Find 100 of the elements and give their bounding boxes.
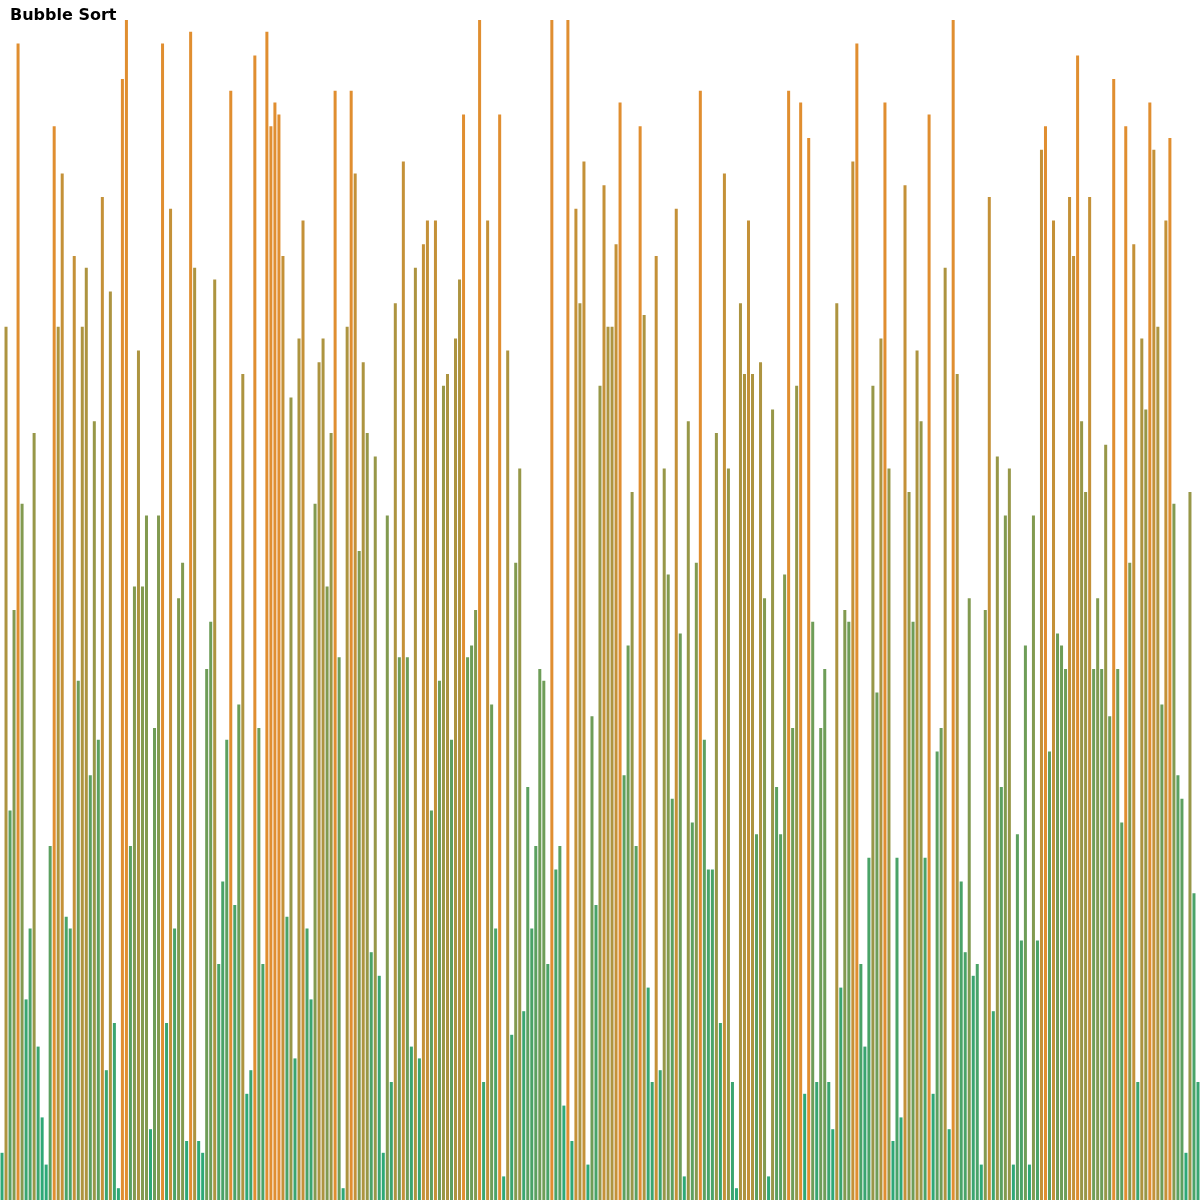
bar xyxy=(369,952,373,1200)
bar xyxy=(353,173,357,1200)
bar xyxy=(1003,515,1007,1200)
bar xyxy=(626,645,630,1200)
bar xyxy=(185,1141,189,1200)
bar xyxy=(313,503,317,1200)
bar xyxy=(1056,633,1060,1200)
bar xyxy=(0,1152,4,1200)
bar xyxy=(706,869,710,1200)
bar xyxy=(795,385,799,1200)
bar xyxy=(357,551,361,1200)
bar xyxy=(1136,1082,1140,1200)
bar xyxy=(975,964,979,1200)
bar xyxy=(373,456,377,1200)
bar xyxy=(931,1093,935,1200)
bar xyxy=(586,1164,590,1200)
bar xyxy=(1144,409,1148,1200)
bar xyxy=(534,846,538,1200)
bar xyxy=(405,657,409,1200)
bar xyxy=(124,20,128,1200)
bar xyxy=(1172,503,1176,1200)
bar xyxy=(1108,716,1112,1200)
bar xyxy=(301,220,305,1200)
bar xyxy=(149,1129,153,1200)
bar xyxy=(550,20,554,1200)
bar xyxy=(919,421,923,1200)
bar xyxy=(498,114,502,1200)
bar xyxy=(1019,940,1023,1200)
bar xyxy=(558,846,562,1200)
bar xyxy=(995,456,999,1200)
bar xyxy=(193,267,197,1200)
bar xyxy=(233,905,237,1200)
bar xyxy=(136,350,140,1200)
bar xyxy=(293,1058,297,1200)
bar xyxy=(955,374,959,1200)
bar xyxy=(321,338,325,1200)
bar xyxy=(393,303,397,1200)
bar xyxy=(927,114,931,1200)
bar xyxy=(1128,562,1132,1200)
bar xyxy=(907,492,911,1200)
bar xyxy=(610,326,614,1200)
bar xyxy=(337,657,341,1200)
bar xyxy=(835,303,839,1200)
bar xyxy=(562,1105,566,1200)
bar xyxy=(1088,197,1092,1200)
bar xyxy=(983,610,987,1200)
bar xyxy=(100,197,104,1200)
bar xyxy=(678,633,682,1200)
bar xyxy=(714,433,718,1200)
bar xyxy=(28,928,32,1200)
bar xyxy=(646,987,650,1200)
bar xyxy=(297,338,301,1200)
bar xyxy=(682,1176,686,1200)
bar xyxy=(674,208,678,1200)
bar xyxy=(698,90,702,1200)
bar xyxy=(686,421,690,1200)
bar xyxy=(173,928,177,1200)
bar xyxy=(72,256,76,1200)
bar xyxy=(823,669,827,1200)
bar xyxy=(104,1070,108,1200)
bar xyxy=(1148,102,1152,1200)
bar xyxy=(606,326,610,1200)
bar xyxy=(48,846,52,1200)
bar xyxy=(891,1141,895,1200)
bar xyxy=(32,433,36,1200)
bar xyxy=(1100,669,1104,1200)
bar xyxy=(670,798,674,1200)
bar xyxy=(1043,126,1047,1200)
bar xyxy=(598,385,602,1200)
bar xyxy=(474,610,478,1200)
bar xyxy=(1068,197,1072,1200)
bar xyxy=(385,515,389,1200)
bar xyxy=(538,669,542,1200)
bar xyxy=(309,999,313,1200)
bar xyxy=(979,1164,983,1200)
bar xyxy=(249,1070,253,1200)
bar xyxy=(746,220,750,1200)
bar xyxy=(730,1082,734,1200)
bar xyxy=(847,621,851,1200)
bar xyxy=(594,905,598,1200)
bar xyxy=(462,114,466,1200)
bar xyxy=(289,397,293,1200)
bar xyxy=(658,1070,662,1200)
bar xyxy=(161,43,165,1200)
bar xyxy=(971,975,975,1200)
bar xyxy=(666,574,670,1200)
bar xyxy=(265,31,269,1200)
bar xyxy=(614,244,618,1200)
bar xyxy=(349,90,353,1200)
bar xyxy=(425,220,429,1200)
bar xyxy=(602,185,606,1200)
bar xyxy=(1116,669,1120,1200)
bar xyxy=(867,857,871,1200)
bar xyxy=(1156,326,1160,1200)
bar xyxy=(325,586,329,1200)
bar xyxy=(96,739,100,1200)
bar xyxy=(52,126,56,1200)
bar xyxy=(1035,940,1039,1200)
bar xyxy=(221,881,225,1200)
bar xyxy=(514,562,518,1200)
